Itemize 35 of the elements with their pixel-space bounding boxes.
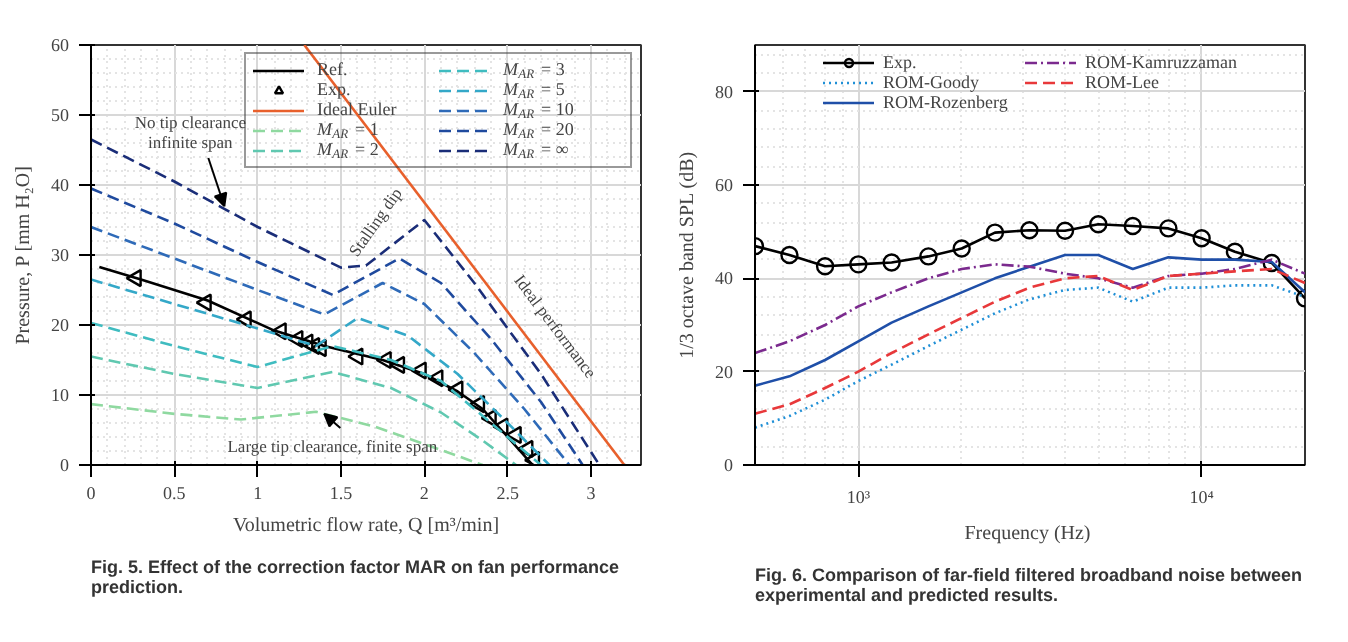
y-tick-label: 80 — [715, 81, 734, 102]
caption: Fig. 6. Comparison of far-field filtered broadband noise between experimental and predicted results. — [755, 565, 1303, 605]
y-tick-label: 40 — [715, 268, 734, 289]
x-tick-label: 2 — [419, 483, 429, 503]
y-tick-label: 40 — [51, 175, 70, 195]
x-tick-label: 0 — [86, 483, 97, 503]
y-tick-label: 60 — [51, 35, 70, 55]
caption: Fig. 5. Effect of the correction factor MAR on fan performance prediction. — [91, 557, 620, 597]
annotation: No tip clearance infinite span — [134, 112, 247, 152]
y-tick-label: 0 — [60, 455, 70, 475]
x-tick-label: 1 — [253, 483, 263, 503]
y-axis-title: 1/3 octave band SPL (dB) — [677, 151, 699, 359]
y-tick-label: 20 — [715, 361, 734, 382]
legend-label: ROM-Goody — [883, 72, 982, 92]
legend-label: ROM-Rozenberg — [883, 92, 1010, 112]
y-tick-label: 30 — [51, 245, 70, 265]
x-axis-title: Frequency (Hz) — [964, 523, 1091, 545]
y-tick-label: 20 — [51, 315, 70, 335]
y-axis-title: Pressure, P [mm H₂O] — [13, 166, 35, 345]
x-tick-label: 10³ — [846, 487, 871, 507]
x-tick-label: 3 — [586, 483, 597, 503]
legend-label: Exp. — [883, 52, 919, 72]
x-axis-title: Volumetric flow rate, Q [m³/min] — [232, 515, 500, 537]
x-tick-label: 0.5 — [163, 483, 187, 503]
annotation: Large tip clearance, finite span — [227, 435, 439, 456]
x-tick-label: 1.5 — [329, 483, 354, 503]
x-tick-label: 2.5 — [496, 483, 520, 503]
x-tick-label: 10⁴ — [1189, 487, 1214, 507]
y-tick-label: 60 — [715, 175, 734, 195]
legend-label: ROM-Kamruzzaman — [1085, 52, 1237, 72]
legend-label: ROM-Lee — [1085, 72, 1161, 92]
y-tick-label: 10 — [51, 385, 70, 405]
y-tick-label: 50 — [51, 105, 70, 125]
legend-label: Ideal Euler — [317, 99, 397, 119]
y-tick-label: 0 — [724, 455, 734, 475]
